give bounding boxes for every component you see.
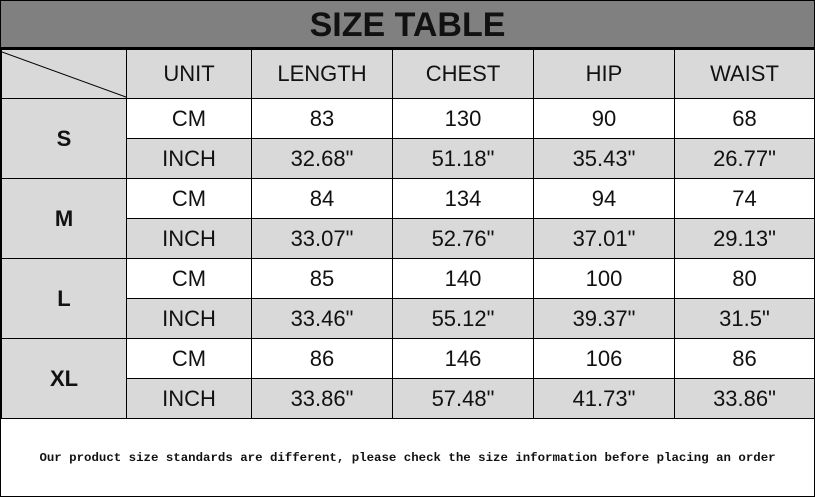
header-unit: UNIT (126, 49, 252, 99)
value-cell: 84 (251, 178, 393, 219)
header-waist: WAIST (674, 49, 815, 99)
table-row: INCH 32.68" 51.18" 35.43" 26.77" (2, 138, 815, 179)
value-cell: 140 (392, 258, 534, 299)
header-hip: HIP (533, 49, 675, 99)
unit-cell: CM (126, 98, 252, 139)
table-row: INCH 33.07" 52.76" 37.01" 29.13" (2, 218, 815, 259)
value-cell: 31.5" (674, 298, 815, 339)
value-cell: 33.86" (674, 378, 815, 419)
size-label: M (1, 178, 127, 259)
value-cell: 51.18" (392, 138, 534, 179)
value-cell: 130 (392, 98, 534, 139)
table-row: M CM 84 134 94 74 (1, 178, 815, 259)
header-length: LENGTH (251, 49, 393, 99)
unit-cell: INCH (126, 138, 252, 179)
table-row: L CM 85 140 100 80 (1, 258, 815, 339)
unit-cell: CM (126, 258, 252, 299)
value-cell: 33.07" (251, 218, 393, 259)
table-row: INCH 33.86" 57.48" 41.73" 33.86" (2, 378, 815, 419)
value-cell: 86 (251, 338, 393, 379)
value-cell: 52.76" (392, 218, 534, 259)
value-cell: 74 (674, 178, 815, 219)
value-cell: 134 (392, 178, 534, 219)
footer-note: Our product size standards are different… (39, 451, 776, 465)
unit-cell: CM (126, 338, 252, 379)
value-cell: 85 (251, 258, 393, 299)
value-cell: 39.37" (533, 298, 675, 339)
value-cell: 80 (674, 258, 815, 299)
unit-cell: INCH (126, 378, 252, 419)
table-row: XL CM 86 146 106 86 (1, 338, 815, 419)
page-title: SIZE TABLE (1, 1, 814, 49)
value-cell: 41.73" (533, 378, 675, 419)
value-cell: 29.13" (674, 218, 815, 259)
value-cell: 26.77" (674, 138, 815, 179)
table-row: S CM 83 130 90 68 (1, 98, 815, 179)
diagonal-corner-cell (1, 49, 127, 99)
header-chest: CHEST (392, 49, 534, 99)
value-cell: 37.01" (533, 218, 675, 259)
value-cell: 55.12" (392, 298, 534, 339)
size-label: L (1, 258, 127, 339)
value-cell: 106 (533, 338, 675, 379)
value-cell: 94 (533, 178, 675, 219)
value-cell: 33.86" (251, 378, 393, 419)
unit-cell: INCH (126, 298, 252, 339)
value-cell: 100 (533, 258, 675, 299)
value-cell: 83 (251, 98, 393, 139)
value-cell: 33.46" (251, 298, 393, 339)
value-cell: 57.48" (392, 378, 534, 419)
value-cell: 146 (392, 338, 534, 379)
size-label: S (1, 98, 127, 179)
unit-cell: INCH (126, 218, 252, 259)
size-table: UNIT LENGTH CHEST HIP WAIST S CM 83 130 90 68… (1, 49, 815, 419)
value-cell: 86 (674, 338, 815, 379)
value-cell: 68 (674, 98, 815, 139)
size-label: XL (1, 338, 127, 419)
value-cell: 35.43" (533, 138, 675, 179)
value-cell: 32.68" (251, 138, 393, 179)
unit-cell: CM (126, 178, 252, 219)
value-cell: 90 (533, 98, 675, 139)
header-row: UNIT LENGTH CHEST HIP WAIST (1, 49, 815, 99)
